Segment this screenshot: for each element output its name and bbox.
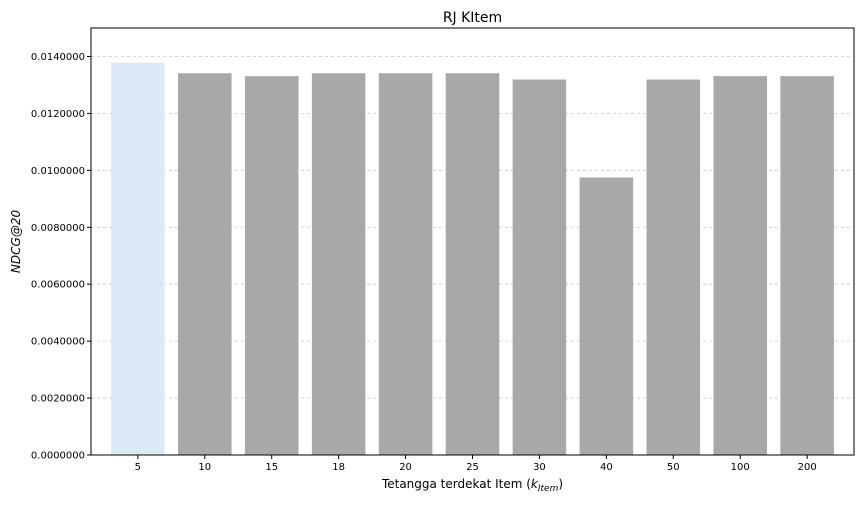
bar — [780, 76, 834, 455]
plot-frame — [90, 27, 855, 456]
x-tick-label: 100 — [731, 462, 750, 473]
chart-title: RJ KItem — [443, 10, 502, 26]
bar — [378, 73, 433, 456]
x-axis-label-prefix: Tetangga terdekat Item ( — [381, 477, 531, 491]
y-tick-label: 0.0100000 — [31, 166, 85, 177]
y-tick-label: 0.0060000 — [31, 280, 85, 291]
bar — [244, 76, 299, 455]
y-tick-label: 0.0000000 — [31, 451, 85, 462]
x-tick-label: 15 — [265, 462, 278, 473]
x-tick-label: 25 — [466, 462, 479, 473]
x-tick-label: 200 — [798, 462, 817, 473]
y-tick-label: 0.0140000 — [31, 52, 85, 63]
axes: 0.0000000 0.0020000 0.0040000 0.0060000 0.00… — [31, 27, 855, 473]
y-tick-label: 0.0040000 — [31, 337, 85, 348]
y-tick-label: 0.0080000 — [31, 223, 85, 234]
x-axis-label-var: k — [531, 477, 539, 491]
x-tick-label: 10 — [198, 462, 211, 473]
x-tick-label: 50 — [667, 462, 680, 473]
x-axis-label-sub: Item — [538, 484, 559, 494]
x-tick-label: 30 — [533, 462, 546, 473]
bar — [646, 79, 701, 456]
labels: RJ KItem NDCG@20 Tetangga terdekat Item … — [9, 10, 563, 494]
bar — [579, 177, 634, 455]
y-axis-label: NDCG@20 — [9, 210, 23, 274]
bar — [713, 76, 767, 455]
x-tick-label: 18 — [332, 462, 345, 473]
y-tick-label: 0.0120000 — [31, 109, 85, 120]
bar — [445, 73, 500, 456]
bars — [111, 62, 834, 456]
x-tick-label: 20 — [399, 462, 412, 473]
bar — [512, 79, 567, 456]
x-tick-label: 5 — [135, 462, 141, 473]
x-tick-label: 40 — [600, 462, 613, 473]
x-axis-label: Tetangga terdekat Item (kItem) — [381, 477, 563, 494]
bar — [311, 73, 366, 456]
y-tick-label: 0.0020000 — [31, 394, 85, 405]
bar — [111, 62, 165, 455]
x-axis-label-suffix: ) — [558, 477, 563, 491]
bar — [178, 73, 232, 456]
